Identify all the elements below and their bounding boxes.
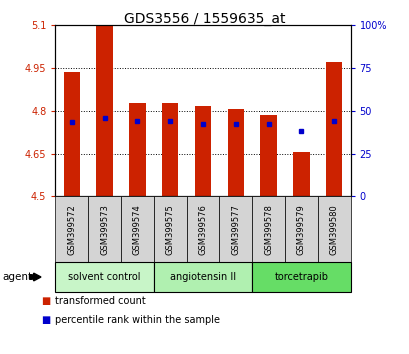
Text: GSM399572: GSM399572 xyxy=(67,204,76,255)
Text: GSM399580: GSM399580 xyxy=(329,204,338,255)
Bar xyxy=(129,103,145,196)
Bar xyxy=(194,106,211,196)
Text: ■: ■ xyxy=(41,296,50,306)
Bar xyxy=(227,109,243,196)
Text: ■: ■ xyxy=(41,315,50,325)
Text: GDS3556 / 1559635_at: GDS3556 / 1559635_at xyxy=(124,12,285,27)
Text: transformed count: transformed count xyxy=(55,296,146,306)
Text: GSM399575: GSM399575 xyxy=(165,204,174,255)
Text: GSM399577: GSM399577 xyxy=(231,204,240,255)
Bar xyxy=(162,103,178,196)
Text: solvent control: solvent control xyxy=(68,272,140,282)
Text: GSM399574: GSM399574 xyxy=(133,204,142,255)
Text: angiotensin II: angiotensin II xyxy=(169,272,236,282)
Text: GSM399579: GSM399579 xyxy=(296,204,305,255)
Text: torcetrapib: torcetrapib xyxy=(274,272,328,282)
Bar xyxy=(260,115,276,196)
Bar xyxy=(325,62,342,196)
Text: agent: agent xyxy=(2,272,32,282)
Text: GSM399576: GSM399576 xyxy=(198,204,207,255)
Text: GSM399578: GSM399578 xyxy=(263,204,272,255)
Text: GSM399573: GSM399573 xyxy=(100,204,109,255)
Bar xyxy=(63,72,80,196)
Bar xyxy=(292,152,309,196)
Text: percentile rank within the sample: percentile rank within the sample xyxy=(55,315,220,325)
Bar xyxy=(96,26,112,196)
